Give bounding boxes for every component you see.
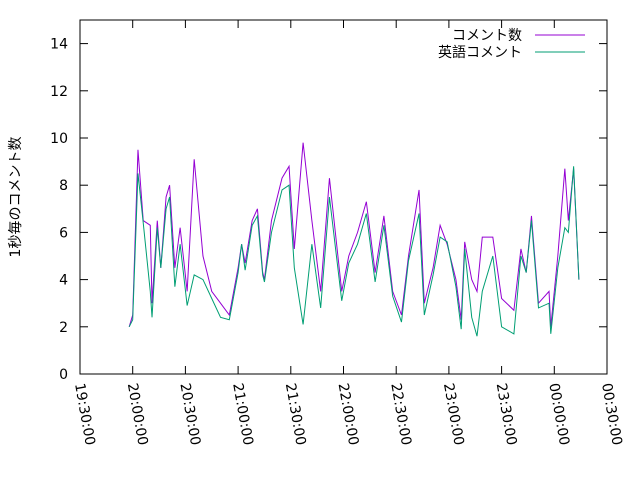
x-tick-label: 20:30:00	[176, 382, 203, 447]
x-tick-label: 22:30:00	[387, 382, 414, 447]
series-line	[128, 166, 580, 337]
x-tick-label: 19:30:00	[71, 382, 98, 447]
plot-frame	[79, 19, 608, 375]
y-tick-label: 0	[59, 367, 68, 383]
x-tick-label: 22:00:00	[335, 382, 362, 447]
x-tick-label: 00:00:00	[545, 382, 572, 447]
y-tick-label: 12	[50, 84, 68, 100]
x-tick-label: 21:00:00	[229, 382, 256, 447]
y-tick-label: 8	[59, 178, 68, 194]
y-tick-label: 4	[59, 273, 68, 289]
y-tick-label: 2	[59, 320, 68, 336]
x-tick-label: 23:30:00	[493, 382, 520, 447]
y-tick-label: 10	[50, 131, 68, 147]
x-tick-label: 23:00:00	[440, 382, 467, 447]
y-tick-label: 14	[50, 37, 68, 53]
y-tick-label: 6	[59, 225, 68, 241]
x-tick-label: 21:30:00	[282, 382, 309, 447]
legend-label: コメント数	[452, 28, 522, 44]
series-line	[128, 142, 580, 327]
x-tick-label: 00:30:00	[598, 382, 625, 447]
x-tick-label: 20:00:00	[124, 382, 151, 447]
y-axis-label: 1秒毎のコメント数	[8, 137, 24, 258]
legend-label: 英語コメント	[438, 44, 522, 61]
